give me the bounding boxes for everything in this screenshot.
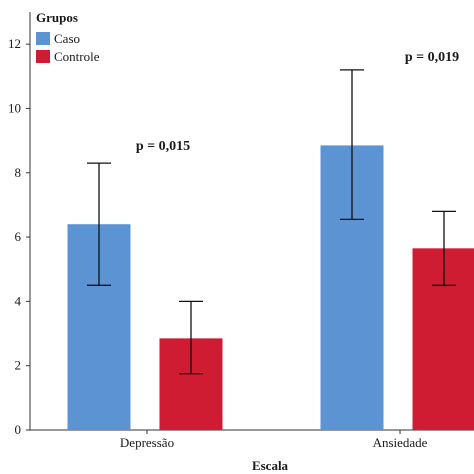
plot-area: 0 2 4 6 8 10 12 Depressão Ansiedade p = 0,015 p = … (8, 12, 474, 450)
y-tick-label: 8 (15, 165, 22, 180)
x-tick-label: Ansiedade (373, 435, 428, 450)
y-tick-label: 4 (15, 293, 22, 308)
y-tick-label: 2 (15, 358, 22, 373)
x-axis-title: Escala (252, 458, 289, 473)
y-tick-label: 10 (8, 100, 21, 115)
legend-label: Caso (54, 31, 80, 46)
legend-swatch (36, 50, 50, 63)
p-value-annotation: p = 0,015 (136, 139, 190, 154)
legend-label: Controle (54, 49, 100, 64)
y-tick-label: 12 (8, 36, 21, 51)
legend-title: Grupos (36, 10, 78, 25)
p-value-annotation: p = 0,019 (405, 50, 459, 65)
y-tick-label: 6 (15, 229, 22, 244)
x-tick-label: Depressão (120, 435, 174, 450)
bar (412, 248, 474, 430)
legend: Grupos Caso Controle (36, 10, 100, 64)
legend-swatch (36, 32, 50, 45)
y-tick-label: 0 (15, 422, 22, 437)
